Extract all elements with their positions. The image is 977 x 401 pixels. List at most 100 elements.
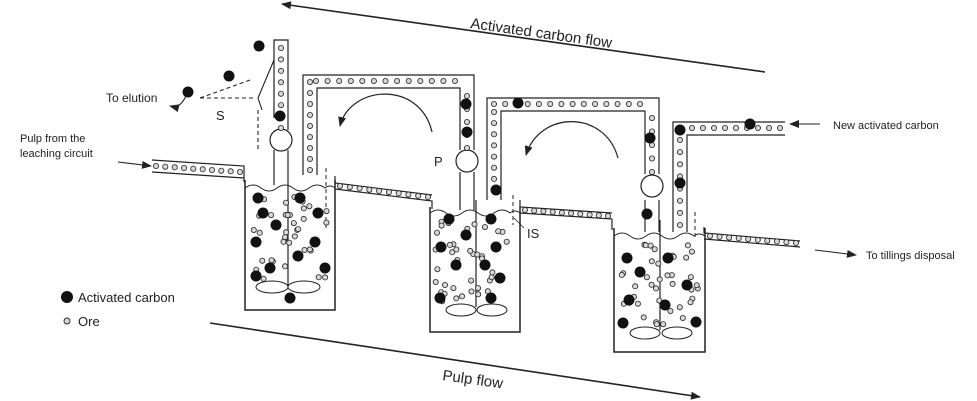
ore-particle <box>490 164 497 171</box>
ore-particle <box>446 241 453 248</box>
ore-particle <box>669 280 676 287</box>
ore-particle <box>171 164 178 171</box>
ore-particle <box>707 232 714 239</box>
ore-particle <box>586 211 593 218</box>
legend-ore-label: Ore <box>78 314 100 329</box>
ore-particle <box>322 274 329 281</box>
pump-tank3 <box>640 174 664 198</box>
ore-particle <box>683 254 690 261</box>
ore-particle <box>649 168 656 175</box>
legend: Activated carbon Ore <box>61 290 175 329</box>
pulp-from-leaching-label-line2: leaching circuit <box>20 148 93 160</box>
ore-particle <box>651 246 658 253</box>
ore-particle <box>347 78 354 85</box>
ore-particle <box>277 67 284 74</box>
carbon-particle <box>485 292 497 304</box>
ore-particle <box>277 79 284 86</box>
ore-particle <box>451 78 458 85</box>
carbon-particle <box>250 270 262 282</box>
ore-particle <box>284 212 291 219</box>
carbon-particle <box>490 184 502 196</box>
ore-particle <box>634 300 641 307</box>
ore-particle <box>693 282 700 289</box>
ore-particle <box>605 212 612 219</box>
carbon-particle <box>461 126 473 138</box>
ore-particle <box>306 166 313 173</box>
ore-particle <box>766 125 773 132</box>
carbon-particle <box>443 213 455 225</box>
ore-particle <box>700 125 707 132</box>
ore-particle <box>295 226 302 233</box>
ore-particle <box>764 237 771 244</box>
to-elution-arrow <box>169 95 187 113</box>
launder-tank1-tank2 <box>334 176 433 209</box>
ore-particle <box>152 162 159 169</box>
ore-particle <box>649 155 656 162</box>
ore-particle <box>438 222 445 229</box>
ore-particle <box>522 206 529 213</box>
ore-particle <box>306 101 313 108</box>
ore-particle <box>649 115 656 122</box>
carbon-particle <box>460 98 472 110</box>
carbon-particle <box>312 207 324 219</box>
ore-particle <box>441 281 448 288</box>
carbon-particle <box>434 292 446 304</box>
ore-particle <box>432 278 439 285</box>
ore-particle <box>440 78 447 85</box>
carbon-particle <box>435 241 447 253</box>
ore-particle <box>395 190 402 197</box>
ore-particle <box>290 220 297 227</box>
carbon-particle <box>634 266 646 278</box>
carbon-particle <box>621 252 633 264</box>
ore-particle <box>595 212 602 219</box>
ore-particle <box>531 207 538 214</box>
ore-particle <box>653 285 660 292</box>
carbon-particle <box>681 279 693 291</box>
carbon-particle <box>264 262 276 274</box>
ore-particle <box>677 161 684 168</box>
carbon-particles <box>182 40 756 329</box>
ore-particle <box>481 224 488 231</box>
ore-particle <box>282 263 289 270</box>
ore-particle <box>382 78 389 85</box>
ore-particle <box>625 101 632 108</box>
carbon-particle <box>623 294 635 306</box>
ore-particle <box>323 219 330 226</box>
ore-particle <box>643 274 650 281</box>
ore-particle <box>468 288 475 295</box>
ore-particle <box>773 238 780 245</box>
ore-particle <box>306 203 313 210</box>
ore-particle <box>306 144 313 151</box>
ore-particle <box>488 274 495 281</box>
ore-particle <box>282 199 289 206</box>
legend-ore-icon <box>63 317 71 325</box>
ore-particle <box>336 78 343 85</box>
ore-particle <box>312 78 319 85</box>
new-carbon-label: New activated carbon <box>833 120 939 132</box>
ore-particle <box>463 119 470 126</box>
legend-carbon-label: Activated carbon <box>78 290 175 305</box>
ore-particle <box>306 155 313 162</box>
carbon-particle <box>253 40 265 52</box>
ore-particle <box>793 239 800 246</box>
ore-particle <box>434 266 441 273</box>
ore-particle <box>415 192 422 199</box>
carbon-particle <box>252 192 264 204</box>
ore-particle <box>433 229 440 236</box>
ore-particle <box>722 125 729 132</box>
carbon-particle <box>690 316 702 328</box>
pump-tank1 <box>269 128 293 152</box>
ore-particle <box>726 234 733 241</box>
ore-particle <box>458 293 465 300</box>
ore-particle <box>376 187 383 194</box>
carbon-riser-tank1 <box>273 39 289 185</box>
ore-particle <box>549 208 556 215</box>
ore-particle <box>688 248 695 255</box>
carbon-particle <box>182 86 194 98</box>
ore-particle <box>664 272 671 279</box>
carbon-flow-label: Activated carbon flow <box>469 15 613 52</box>
ore-particle <box>405 78 412 85</box>
ore-particle <box>475 291 482 298</box>
ore-particle <box>495 228 502 235</box>
ore-particle <box>346 184 353 191</box>
